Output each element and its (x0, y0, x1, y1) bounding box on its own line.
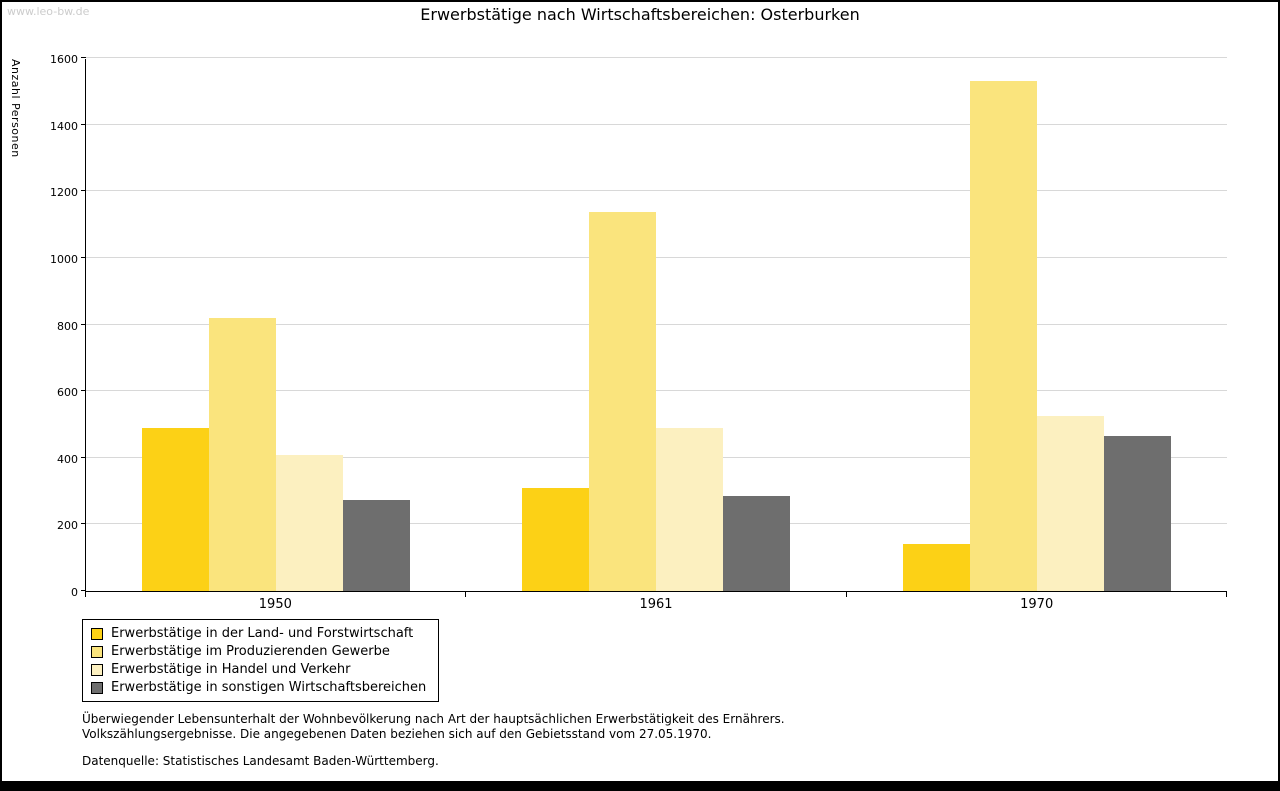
y-tick-label: 1600 (50, 53, 78, 66)
legend-item: Erwerbstätige in der Land- und Forstwirt… (91, 626, 426, 641)
y-tick-label: 400 (57, 452, 78, 466)
legend-swatch-icon (91, 663, 103, 676)
legend: Erwerbstätige in der Land- und Forstwirt… (82, 619, 440, 702)
y-tick-mark (81, 123, 86, 125)
gridline (86, 390, 1227, 392)
legend-item: Erwerbstätige in sonstigen Wirtschaftsbe… (91, 680, 426, 695)
gridline (86, 123, 1227, 125)
x-tick-label: 1950 (258, 597, 292, 612)
watermark: www.leo-bw.de (7, 5, 90, 18)
legend-swatch-icon (91, 681, 103, 694)
footnote-line-2: Volkszählungsergebnisse. Die angegebenen… (82, 727, 712, 741)
legend-swatch-icon (91, 645, 103, 658)
chart-title: Erwerbstätige nach Wirtschaftsbereichen:… (420, 5, 860, 24)
x-tick-mark (1226, 592, 1227, 597)
y-tick-label: 0 (71, 586, 78, 599)
legend-item: Erwerbstätige in Handel und Verkehr (91, 662, 426, 677)
bar (723, 496, 791, 591)
bar (902, 544, 970, 591)
bar (1103, 436, 1171, 591)
legend-item: Erwerbstätige im Produzierenden Gewerbe (91, 644, 426, 659)
y-tick-mark (81, 190, 86, 192)
y-tick-mark (81, 523, 86, 525)
x-tick-mark (85, 592, 86, 597)
bar-group-1961 (466, 59, 846, 591)
y-tick-mark (81, 323, 86, 325)
y-tick-mark (81, 390, 86, 392)
y-tick-label: 1200 (50, 186, 78, 200)
legend-label: Erwerbstätige in der Land- und Forstwirt… (111, 626, 414, 641)
legend-label: Erwerbstätige im Produzierenden Gewerbe (111, 644, 390, 659)
data-source: Datenquelle: Statistisches Landesamt Bad… (82, 754, 439, 768)
bar (276, 454, 344, 591)
bar (343, 499, 411, 591)
legend-label: Erwerbstätige in sonstigen Wirtschaftsbe… (111, 680, 427, 695)
footnote-line-1: Überwiegender Lebensunterhalt der Wohnbe… (82, 712, 785, 726)
y-tick-mark (81, 57, 86, 58)
gridline (86, 323, 1227, 325)
bottom-border-band (2, 781, 1278, 789)
bar (589, 211, 657, 591)
legend-swatch-icon (91, 627, 103, 640)
bar-groups (86, 59, 1227, 591)
bar (656, 428, 724, 591)
bar-group-1950 (86, 59, 466, 591)
y-axis: 0 200 400 600 800 1000 1200 1400 1600 (36, 53, 78, 599)
bar (209, 318, 277, 591)
bar (522, 487, 590, 591)
gridline (86, 256, 1227, 258)
y-tick-label: 200 (57, 519, 78, 533)
plot-area (81, 57, 1227, 597)
x-tick-mark (465, 592, 467, 597)
bar (142, 428, 210, 591)
bar (1036, 416, 1104, 591)
y-tick-mark (81, 456, 86, 458)
y-tick-mark (81, 256, 86, 258)
bar-group-1970 (847, 59, 1227, 591)
x-tick-label: 1970 (1020, 597, 1054, 612)
x-axis-labels: 1950 1961 1970 (85, 597, 1227, 612)
legend-label: Erwerbstätige in Handel und Verkehr (111, 662, 351, 677)
x-tick-mark (845, 592, 847, 597)
y-tick-label: 800 (57, 319, 78, 333)
gridline (86, 57, 1227, 58)
y-tick-label: 1400 (50, 119, 78, 133)
gridline (86, 190, 1227, 192)
y-tick-label: 1000 (50, 252, 78, 266)
y-axis-label: Anzahl Personen (9, 59, 22, 158)
x-tick-label: 1961 (639, 597, 673, 612)
y-tick-label: 600 (57, 386, 78, 400)
y-tick-mark (81, 590, 86, 591)
footnotes: Überwiegender Lebensunterhalt der Wohnbe… (82, 712, 785, 769)
bar (969, 80, 1037, 591)
